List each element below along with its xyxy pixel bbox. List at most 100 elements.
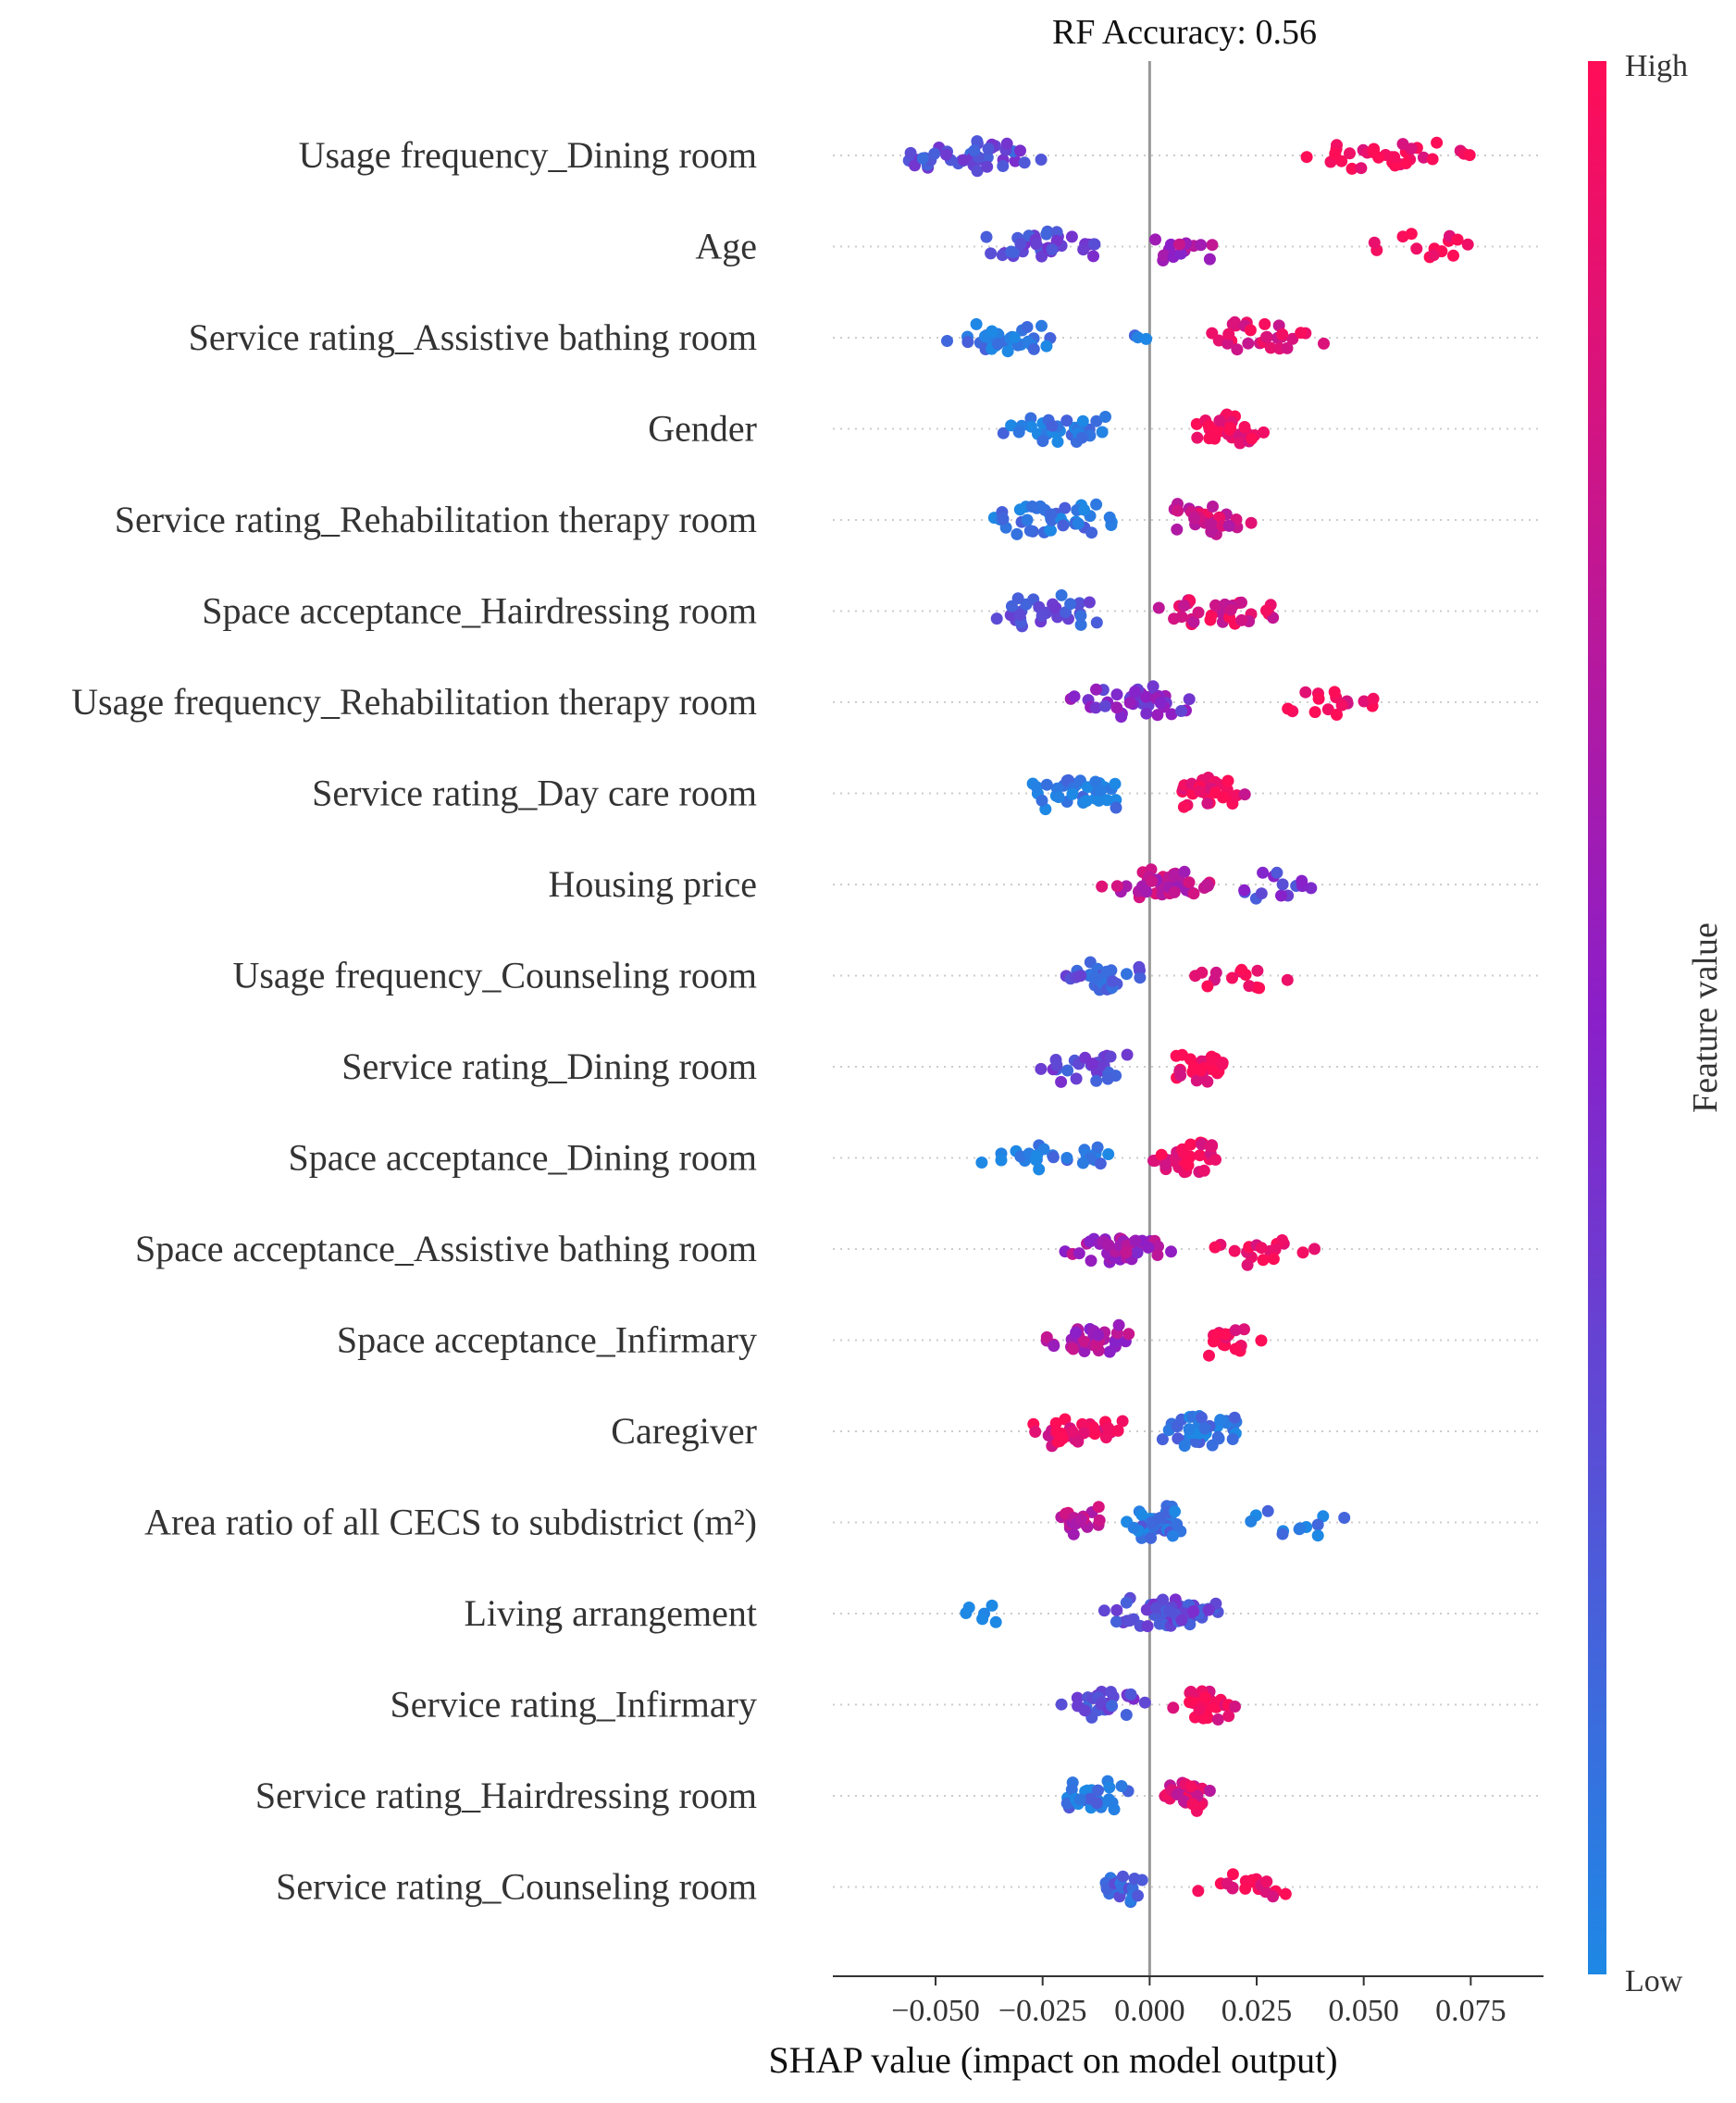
shap-point xyxy=(1100,794,1113,807)
shap-point xyxy=(1068,690,1081,703)
shap-point xyxy=(1121,968,1133,981)
shap-point xyxy=(995,1154,1008,1167)
shap-point xyxy=(1258,426,1270,439)
shap-point xyxy=(1147,680,1159,693)
shap-point xyxy=(1008,331,1021,344)
shap-point xyxy=(1158,249,1170,262)
shap-point xyxy=(1073,598,1085,611)
shap-point xyxy=(1276,878,1289,891)
shap-point xyxy=(1018,156,1031,169)
shap-point xyxy=(1338,1512,1351,1524)
shap-point xyxy=(1035,250,1048,263)
shap-point xyxy=(1226,1868,1239,1881)
shap-point xyxy=(1267,1890,1280,1903)
shap-point xyxy=(1066,1425,1079,1438)
shap-point xyxy=(1211,1713,1224,1726)
shap-point xyxy=(1110,1603,1123,1616)
feature-label: Usage frequency_Dining room xyxy=(299,134,757,176)
shap-point xyxy=(1296,1246,1309,1259)
shap-point xyxy=(1294,1522,1307,1535)
shap-point xyxy=(1115,711,1128,724)
shap-point xyxy=(1209,786,1221,799)
shap-point xyxy=(1463,149,1476,162)
shap-point xyxy=(991,338,1004,351)
shap-point xyxy=(941,335,953,347)
shap-point xyxy=(1396,138,1409,151)
shap-point xyxy=(1059,1413,1072,1426)
shap-point xyxy=(1116,1415,1129,1428)
feature-label: Usage frequency_Rehabilitation therapy r… xyxy=(71,681,757,723)
shap-point xyxy=(1075,431,1088,444)
shap-point xyxy=(1149,1602,1162,1614)
feature-labels: Usage frequency_Dining room Age Service ra… xyxy=(71,134,757,1908)
shap-point xyxy=(976,1613,989,1626)
shap-point xyxy=(1259,317,1271,330)
shap-point xyxy=(1070,1072,1083,1085)
shap-point xyxy=(1075,1513,1088,1526)
shap-point xyxy=(1078,1335,1091,1348)
shap-point xyxy=(1206,1053,1219,1065)
feature-label: Gender xyxy=(648,408,757,450)
shap-point xyxy=(1080,795,1093,807)
shap-point xyxy=(1066,787,1079,800)
shap-point xyxy=(1073,1793,1086,1806)
colorbar-low-label: Low xyxy=(1625,1964,1683,1998)
shap-point xyxy=(1235,613,1248,626)
shap-point xyxy=(1184,1696,1197,1709)
shap-point xyxy=(1260,604,1272,617)
shap-point xyxy=(1100,965,1113,978)
shap-point xyxy=(1004,609,1017,622)
shap-point xyxy=(1101,1072,1114,1085)
shap-point xyxy=(1129,1234,1142,1247)
shap-point xyxy=(1202,1603,1215,1616)
shap-point xyxy=(1253,982,1266,995)
shap-point xyxy=(1074,970,1087,983)
shap-point xyxy=(1102,1239,1115,1252)
shap-point xyxy=(1074,618,1087,631)
shap-point xyxy=(1251,964,1264,977)
shap-point xyxy=(1072,517,1085,530)
shap-point xyxy=(1196,966,1209,979)
shap-point xyxy=(1090,683,1102,696)
shap-point xyxy=(1109,777,1122,790)
shap-point xyxy=(997,160,1010,172)
x-tick-label: 0.000 xyxy=(1114,1994,1185,2028)
shap-point xyxy=(1146,874,1159,887)
shap-point xyxy=(1132,1889,1144,1902)
shap-point xyxy=(1012,426,1025,439)
shap-point xyxy=(986,325,998,338)
x-tick-label: −0.050 xyxy=(891,1994,980,2028)
shap-point xyxy=(1197,1164,1210,1177)
shap-point xyxy=(904,146,917,159)
shap-point xyxy=(1367,692,1380,705)
shap-point xyxy=(1090,616,1103,629)
shap-point xyxy=(1175,1614,1188,1627)
shap-point xyxy=(1152,601,1165,614)
shap-point xyxy=(1060,414,1073,427)
shap-point xyxy=(1025,501,1038,513)
shap-point xyxy=(1040,340,1053,353)
shap-point xyxy=(1104,1050,1117,1063)
feature-label: Caregiver xyxy=(611,1410,757,1452)
shap-point xyxy=(1049,601,1062,614)
shap-point xyxy=(1175,611,1188,624)
shap-point xyxy=(1281,341,1294,354)
shap-point xyxy=(1110,880,1123,893)
colorbar-high-label: High xyxy=(1625,49,1688,83)
shap-point xyxy=(1049,1416,1062,1429)
shap-point xyxy=(1110,801,1122,814)
shap-point xyxy=(1027,342,1040,355)
shap-point xyxy=(1035,610,1048,622)
x-axis-label: SHAP value (impact on model output) xyxy=(768,2039,1337,2081)
shap-point xyxy=(1188,512,1201,525)
shap-point xyxy=(1072,1435,1085,1448)
shap-point xyxy=(1033,1163,1046,1176)
shap-point xyxy=(1257,866,1270,879)
shap-point xyxy=(1064,598,1077,611)
shap-point xyxy=(1097,1604,1110,1617)
shap-point xyxy=(1133,960,1146,973)
shap-point xyxy=(1083,596,1096,609)
shap-points xyxy=(902,135,1476,1909)
shap-point xyxy=(1129,686,1142,698)
shap-point xyxy=(940,148,952,161)
